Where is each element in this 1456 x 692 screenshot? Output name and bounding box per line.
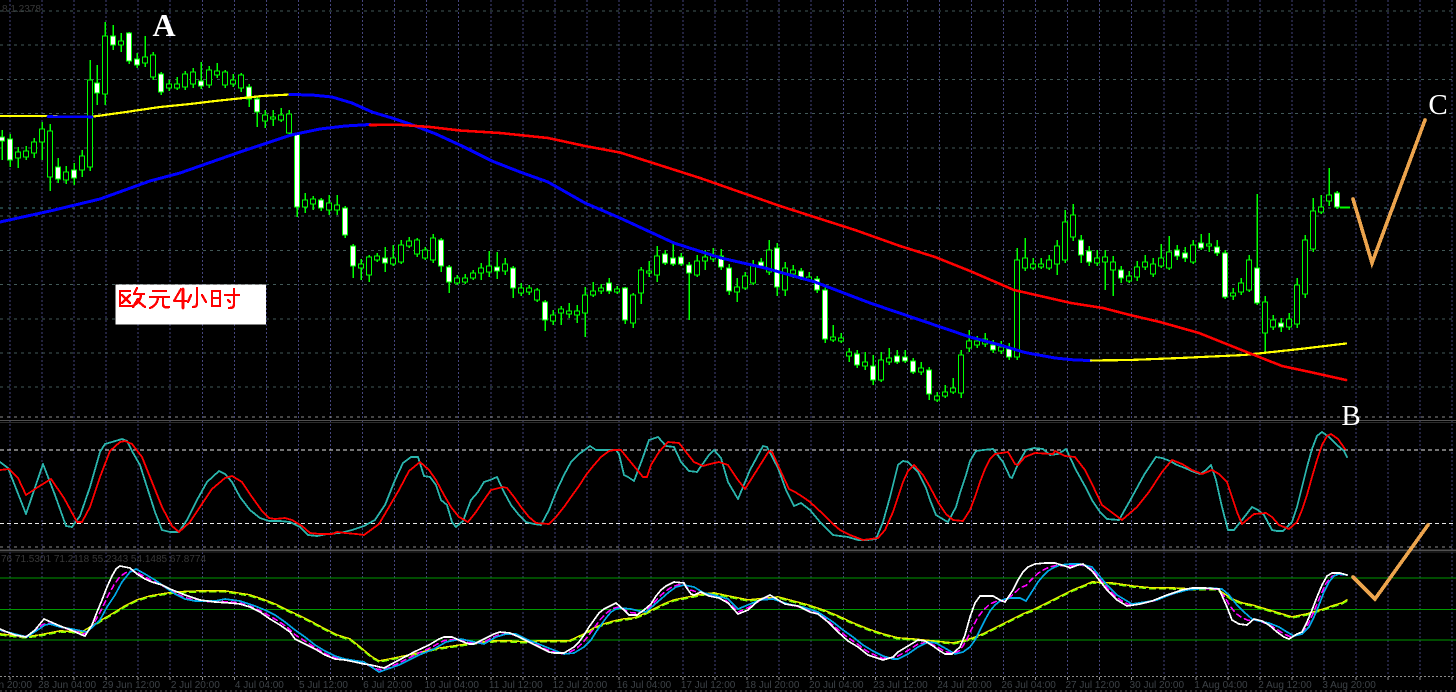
svg-text:26 Jul 04:00: 26 Jul 04:00 [1001, 680, 1056, 691]
svg-text:18 Jul 20:00: 18 Jul 20:00 [745, 680, 800, 691]
svg-text:11 Jul 12:00: 11 Jul 12:00 [489, 680, 543, 691]
svg-text:12 Jul 20:00: 12 Jul 20:00 [553, 680, 608, 691]
svg-text:C: C [1428, 89, 1447, 121]
svg-text:6 Jul 20:00: 6 Jul 20:00 [363, 680, 412, 691]
svg-text:4 Jul 04:00: 4 Jul 04:00 [235, 680, 284, 691]
svg-text:B: B [1341, 400, 1360, 432]
svg-text:23 Jul 12:00: 23 Jul 12:00 [873, 680, 928, 691]
svg-text:10 Jul 04:00: 10 Jul 04:00 [424, 680, 479, 691]
svg-text:24 Jul 20:00: 24 Jul 20:00 [937, 680, 992, 691]
svg-text:3 Aug 20:00: 3 Aug 20:00 [1322, 680, 1376, 691]
svg-text:29 Jun 12:00: 29 Jun 12:00 [102, 680, 160, 691]
svg-text:76 71.5301 71.2118 55.2343 54.: 76 71.5301 71.2118 55.2343 54.1485 67.87… [1, 554, 206, 565]
svg-text:5 Jul 12:00: 5 Jul 12:00 [299, 680, 348, 691]
svg-text:2 Jul 20:00: 2 Jul 20:00 [171, 680, 220, 691]
svg-text:2 Aug 12:00: 2 Aug 12:00 [1258, 680, 1312, 691]
svg-text:8 1.2378: 8 1.2378 [2, 4, 41, 15]
svg-text:16 Jul 04:00: 16 Jul 04:00 [617, 680, 672, 691]
svg-text:28 Jun 04:00: 28 Jun 04:00 [38, 680, 96, 691]
svg-text:27 Jun 20:00: 27 Jun 20:00 [0, 680, 32, 691]
svg-text:1 Aug 04:00: 1 Aug 04:00 [1194, 680, 1248, 691]
svg-text:20 Jul 04:00: 20 Jul 04:00 [809, 680, 864, 691]
svg-text:A: A [152, 7, 175, 43]
svg-text:27 Jul 12:00: 27 Jul 12:00 [1065, 680, 1120, 691]
svg-text:17 Jul 12:00: 17 Jul 12:00 [681, 680, 736, 691]
svg-text:30 Jul 20:00: 30 Jul 20:00 [1130, 680, 1185, 691]
